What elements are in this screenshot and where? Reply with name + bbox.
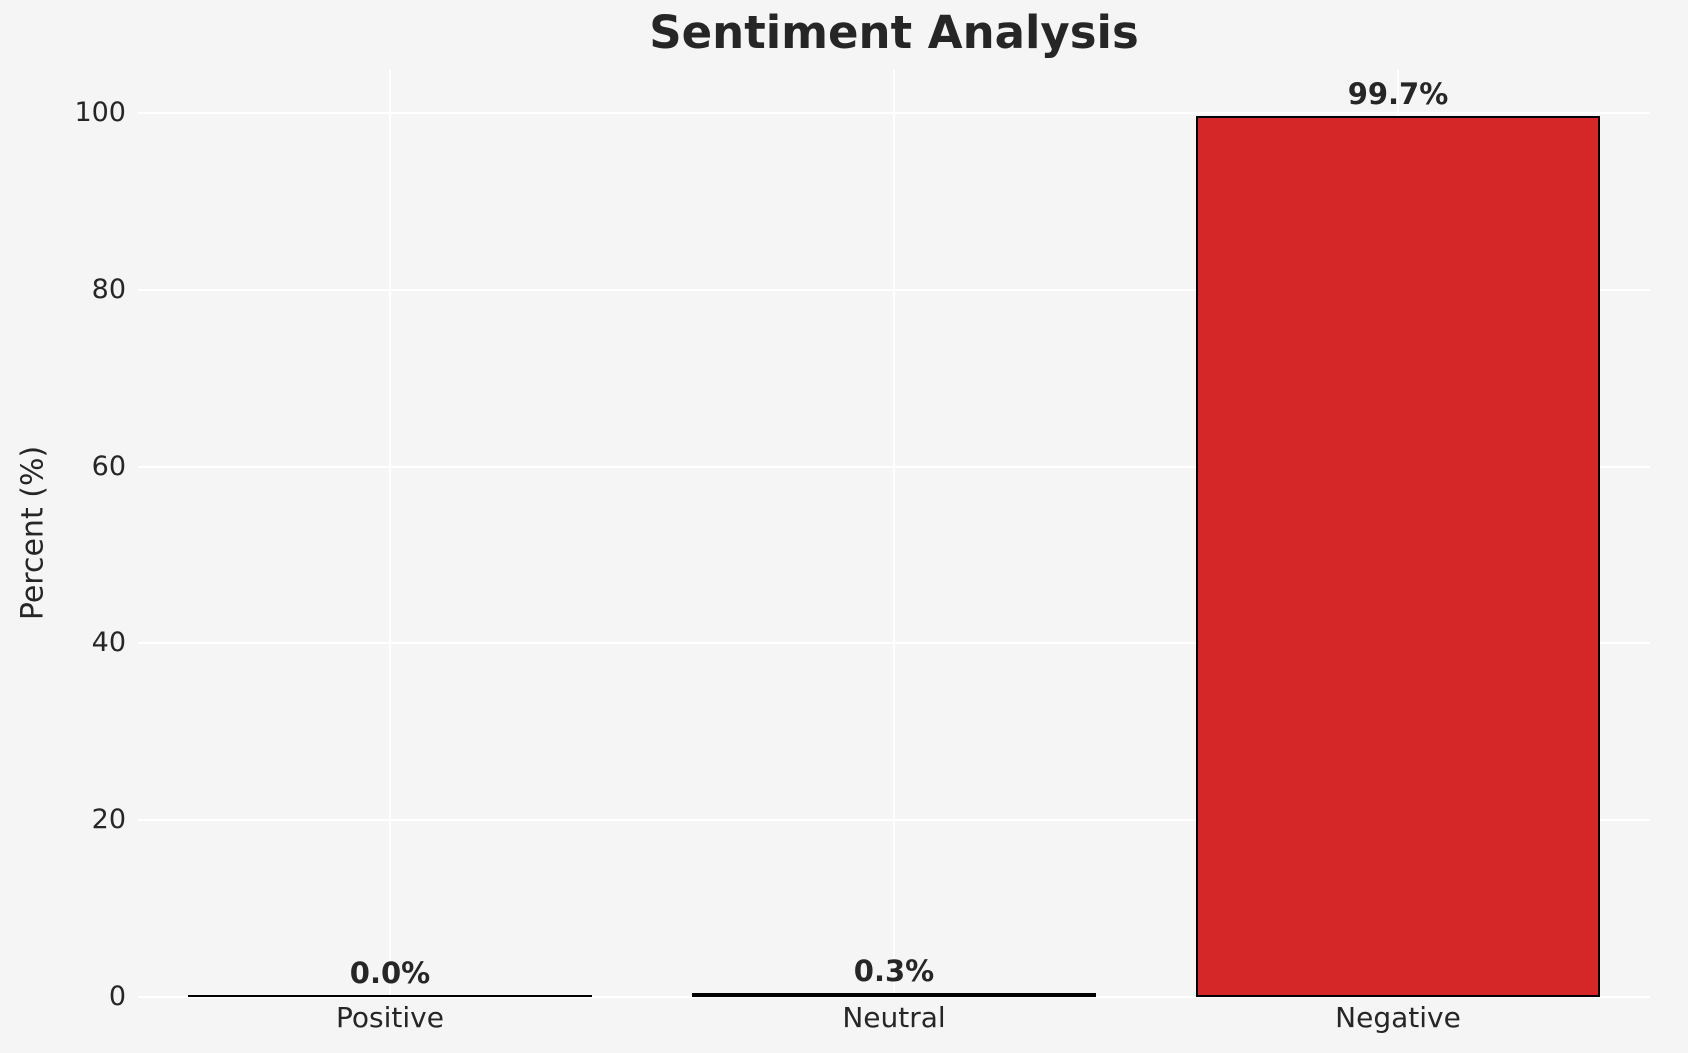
bar-value-label: 99.7%: [1347, 76, 1449, 111]
x-gridline: [389, 69, 391, 997]
x-gridline: [893, 69, 895, 997]
bar-negative: [1196, 115, 1600, 997]
y-tick-label: 100: [74, 97, 126, 129]
bar-positive: [188, 995, 592, 997]
y-tick-label: 0: [108, 981, 126, 1012]
bar-value-label: 0.3%: [853, 953, 935, 988]
chart-title: Sentiment Analysis: [649, 6, 1139, 59]
y-gridline: [138, 996, 1650, 998]
y-tick-label: 20: [91, 804, 126, 836]
y-tick-label: 80: [91, 273, 126, 305]
x-tick-label-negative: Negative: [1335, 1001, 1461, 1034]
bar-value-label: 0.0%: [349, 956, 431, 990]
y-tick-label: 60: [91, 450, 126, 482]
bar-neutral: [692, 992, 1096, 997]
x-tick-label-neutral: Neutral: [842, 1001, 946, 1034]
y-tick-label: 40: [91, 627, 126, 659]
x-tick-label-positive: Positive: [336, 1001, 444, 1034]
